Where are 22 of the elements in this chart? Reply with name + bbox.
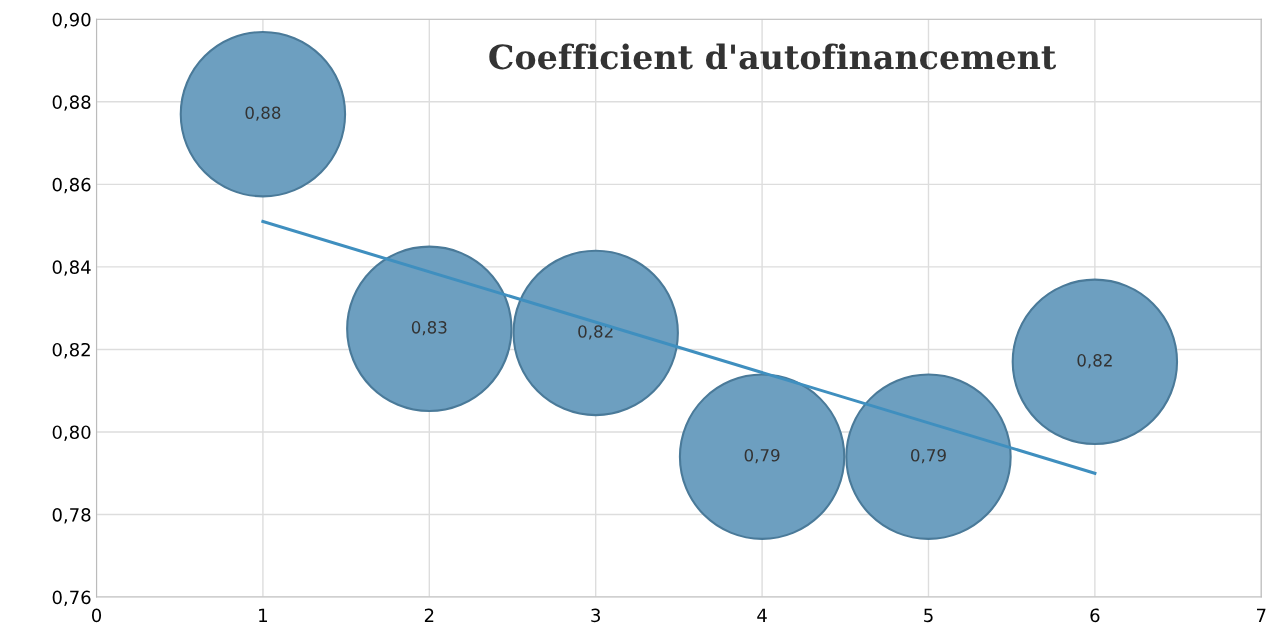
x-tick-label: 2	[424, 608, 434, 622]
y-tick-label: 0,78	[52, 507, 91, 524]
y-tick-label: 0,84	[52, 260, 91, 276]
x-tick-label: 1	[259, 608, 267, 622]
data-label: 0,79	[911, 448, 946, 464]
y-tick-label: 0,86	[52, 177, 91, 194]
data-label: 0,82	[1077, 354, 1112, 369]
x-tick-label: 6	[1090, 608, 1100, 623]
x-tick-label: 5	[924, 608, 933, 623]
x-tick-label: 4	[757, 608, 767, 622]
data-label: 0,83	[411, 321, 447, 336]
y-tick-label: 0,90	[52, 12, 91, 29]
x-tick-label: 7	[1257, 608, 1266, 622]
data-label: 0,88	[245, 106, 281, 121]
data-label: 0,79	[744, 448, 780, 464]
y-tick-label: 0,76	[52, 590, 91, 607]
y-tick-label: 0,80	[52, 425, 91, 441]
y-tick-label: 0,88	[52, 95, 91, 111]
y-tick-label: 0,82	[52, 342, 90, 359]
x-tick-label: 0	[91, 608, 102, 623]
x-tick-label: 3	[591, 608, 600, 623]
text: Coefficient d'autofinancement	[489, 43, 1057, 70]
